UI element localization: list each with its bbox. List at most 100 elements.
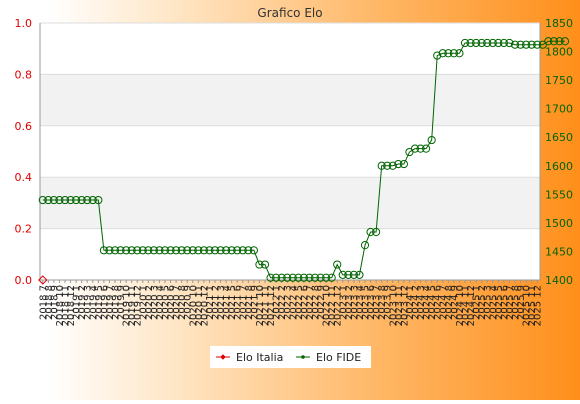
x-tick-label: 2024 3 bbox=[416, 285, 427, 320]
x-tick-label: 2024 9 bbox=[449, 285, 460, 320]
data-point bbox=[88, 195, 97, 205]
x-tick-label: 2018 9 bbox=[49, 285, 60, 320]
data-point bbox=[560, 37, 570, 46]
x-tick-label: 2020 9 bbox=[183, 285, 194, 320]
data-point bbox=[272, 273, 281, 282]
data-point bbox=[283, 273, 292, 282]
x-tick-label: 2019 6 bbox=[99, 285, 110, 320]
data-point bbox=[377, 161, 386, 170]
x-tick-label: 2019 12 bbox=[133, 285, 144, 326]
data-point bbox=[549, 37, 558, 46]
x-tick-label: 2023 4 bbox=[355, 285, 366, 320]
x-tick-label: 2023 11 bbox=[394, 285, 405, 326]
data-point bbox=[455, 49, 464, 58]
x-tick-label: 2022 9 bbox=[316, 285, 327, 320]
x-tick-label: 2023 5 bbox=[361, 285, 372, 320]
x-tick-label: 2021 9 bbox=[249, 285, 260, 320]
left-tick-label: 0.8 bbox=[15, 68, 33, 81]
x-tick-label: 2019 5 bbox=[94, 285, 105, 320]
legend-item-elo-fide[interactable]: Elo FIDE bbox=[296, 351, 361, 364]
x-tick-label: 2018 7 bbox=[38, 285, 49, 320]
x-tick-label: 2019 9 bbox=[116, 285, 127, 320]
x-tick-label: 2022 6 bbox=[299, 285, 310, 320]
plot-area bbox=[40, 23, 540, 280]
right-tick-label: 1450 bbox=[545, 245, 573, 258]
data-point bbox=[533, 40, 542, 49]
x-tick-label: 2025 5 bbox=[494, 285, 505, 320]
data-point bbox=[116, 246, 125, 255]
data-point bbox=[527, 40, 536, 49]
data-point bbox=[222, 246, 231, 255]
data-point bbox=[138, 246, 147, 255]
data-point bbox=[372, 227, 381, 237]
x-tick-label: 2022 1 bbox=[272, 285, 283, 320]
x-tick-label: 2022 4 bbox=[288, 285, 299, 320]
x-tick-label: 2018 8 bbox=[44, 285, 55, 320]
chart-title: Grafico Elo bbox=[257, 6, 322, 20]
data-point bbox=[255, 260, 264, 269]
data-point bbox=[177, 246, 186, 255]
legend-box bbox=[210, 346, 371, 368]
data-point bbox=[494, 38, 503, 48]
data-point bbox=[305, 273, 314, 282]
data-point bbox=[183, 246, 192, 255]
x-tick-label: 2021 8 bbox=[244, 285, 255, 320]
x-tick-label: 2020 12 bbox=[199, 285, 210, 326]
data-point bbox=[260, 260, 270, 269]
legend-item-elo-italia[interactable]: Elo Italia bbox=[216, 351, 283, 364]
x-tick-label: 2021 12 bbox=[266, 285, 277, 326]
data-point bbox=[460, 38, 470, 48]
x-tick-label: 2018 11 bbox=[61, 285, 72, 326]
data-point bbox=[266, 273, 275, 282]
data-point bbox=[127, 246, 136, 255]
right-tick-label: 1600 bbox=[545, 160, 573, 173]
x-tick-label: 2019 1 bbox=[72, 285, 83, 320]
data-point bbox=[433, 51, 442, 60]
data-point bbox=[394, 159, 403, 169]
x-tick-label: 2020 8 bbox=[177, 285, 188, 320]
x-tick-label: 2024 4 bbox=[422, 285, 433, 320]
x-tick-label: 2020 10 bbox=[188, 285, 199, 326]
left-axis: 0.0 0.2 0.4 0.6 0.8 1.0 bbox=[15, 17, 41, 287]
data-point bbox=[238, 246, 247, 255]
x-tick-label: 2025 4 bbox=[488, 285, 499, 320]
right-tick-label: 1850 bbox=[545, 17, 573, 30]
x-tick-label: 2019 3 bbox=[83, 285, 94, 320]
data-point bbox=[166, 246, 175, 255]
x-tick-label: 2020 5 bbox=[161, 285, 172, 320]
left-tick-label: 1.0 bbox=[15, 17, 33, 30]
data-point bbox=[210, 246, 220, 255]
x-tick-label: 2025 3 bbox=[483, 285, 494, 320]
left-tick-label: 0.6 bbox=[15, 120, 33, 133]
x-tick-label: 2025 10 bbox=[522, 285, 533, 326]
left-tick-label: 0.4 bbox=[15, 171, 33, 184]
x-tick-label: 2020 3 bbox=[149, 285, 160, 320]
x-tick-label: 2022 12 bbox=[333, 285, 344, 326]
right-tick-label: 1550 bbox=[545, 188, 573, 201]
x-tick-label: 2023 8 bbox=[377, 285, 388, 320]
x-tick-label: 2020 1 bbox=[138, 285, 149, 320]
data-point bbox=[249, 246, 258, 255]
x-tick-label: 2021 2 bbox=[211, 285, 222, 320]
x-tick-label: 2024 8 bbox=[444, 285, 455, 320]
x-tick-label: 2019 7 bbox=[105, 285, 116, 320]
right-axis: 1400 1450 1500 1550 1600 1650 1700 1750 1800 1850 bbox=[539, 17, 573, 287]
x-tick-label: 2022 10 bbox=[322, 285, 333, 326]
x-tick-label: 2024 12 bbox=[466, 285, 477, 326]
data-point bbox=[299, 273, 308, 282]
x-tick-label: 2022 7 bbox=[305, 285, 316, 320]
series-elo-fide bbox=[38, 37, 570, 282]
x-tick-label: 2024 10 bbox=[455, 285, 466, 326]
plot-background bbox=[40, 23, 540, 280]
data-point bbox=[416, 144, 425, 153]
right-tick-label: 1700 bbox=[545, 103, 573, 116]
data-point bbox=[349, 270, 358, 279]
data-point bbox=[333, 260, 342, 269]
legend[interactable]: Elo Italia Elo FIDE bbox=[210, 346, 371, 368]
right-tick-label: 1650 bbox=[545, 131, 573, 144]
x-tick-label: 2020 6 bbox=[166, 285, 177, 320]
x-tick-label: 2021 7 bbox=[238, 285, 249, 320]
data-point bbox=[122, 246, 131, 255]
